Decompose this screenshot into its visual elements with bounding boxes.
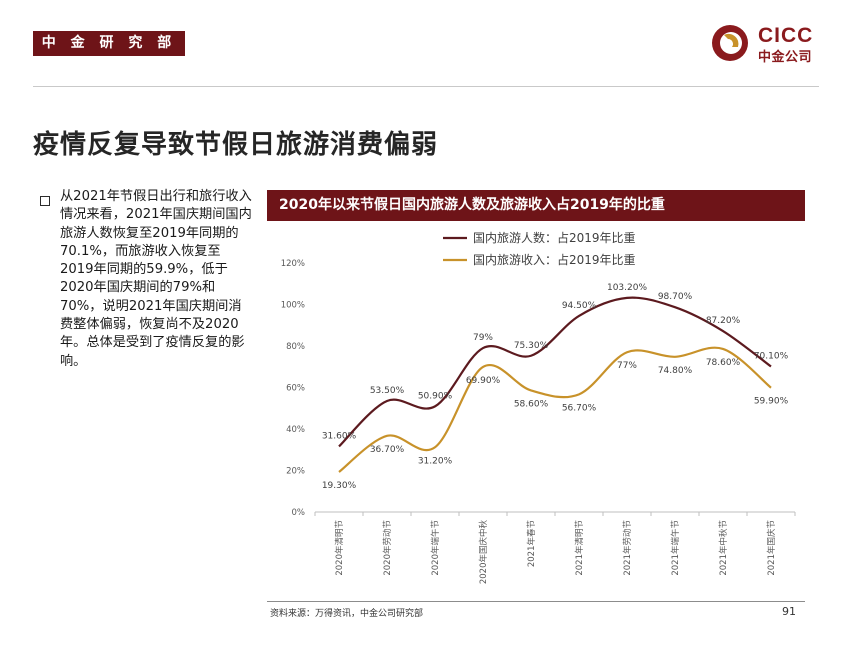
data-label: 70.10% <box>754 352 789 362</box>
logo-text-en: CICC <box>758 24 814 47</box>
page-title: 疫情反复导致节假日旅游消费偏弱 <box>33 130 439 160</box>
data-label: 31.60% <box>322 431 357 441</box>
y-tick-label: 120% <box>281 259 305 269</box>
series-line-revenue <box>338 346 772 473</box>
page-number: 91 <box>782 605 796 618</box>
legend-label: 国内旅游收入：占2019年比重 <box>473 252 636 267</box>
data-label: 69.90% <box>466 376 501 386</box>
y-tick-label: 20% <box>286 467 305 477</box>
data-label: 75.30% <box>514 341 549 351</box>
data-label: 78.60% <box>706 358 741 368</box>
x-category-label: 2020年劳动节 <box>382 520 393 576</box>
cicc-logo-icon <box>712 25 748 61</box>
source-note: 资料来源：万得资讯，中金公司研究部 <box>270 609 424 619</box>
x-category-label: 2020年清明节 <box>334 520 345 576</box>
footer-divider <box>267 601 805 602</box>
department-tag: 中 金 研 究 部 <box>33 31 185 56</box>
data-label: 98.70% <box>658 292 693 302</box>
x-category-label: 2021年劳动节 <box>622 520 633 576</box>
data-label: 31.20% <box>418 456 453 466</box>
data-label: 94.50% <box>562 301 597 311</box>
legend-label: 国内旅游人数：占2019年比重 <box>473 230 636 245</box>
y-tick-label: 100% <box>281 301 305 311</box>
series-line-visitors <box>338 296 772 448</box>
x-category-label: 2021年春节 <box>526 520 537 568</box>
x-category-label: 2021年中秋节 <box>718 520 729 576</box>
data-label: 58.60% <box>514 399 549 409</box>
data-label: 103.20% <box>607 283 647 293</box>
logo-text-cn: 中金公司 <box>758 50 813 65</box>
data-label: 77% <box>617 361 637 371</box>
data-label: 19.30% <box>322 481 357 491</box>
data-label: 74.80% <box>658 366 693 376</box>
bullet-square-icon <box>40 196 50 206</box>
x-category-label: 2021年清明节 <box>574 520 585 576</box>
data-label: 36.70% <box>370 445 405 455</box>
data-label: 87.20% <box>706 316 741 326</box>
header-divider <box>33 86 819 87</box>
y-tick-label: 0% <box>292 508 306 518</box>
x-category-label: 2020年国庆中秋 <box>478 520 489 585</box>
data-label: 53.50% <box>370 386 405 396</box>
x-category-label: 2020年端午节 <box>430 520 441 576</box>
data-label: 50.90% <box>418 391 453 401</box>
data-label: 56.70% <box>562 403 597 413</box>
bullet-paragraph: 从2021年节假日出行和旅行收入情况来看，2021年国庆期间国内旅游人数恢复至2… <box>60 189 252 369</box>
cicc-logo: CICC 中金公司 <box>706 22 824 66</box>
x-category-label: 2021年国庆节 <box>766 520 777 576</box>
y-tick-label: 60% <box>286 384 305 394</box>
y-tick-label: 80% <box>286 342 305 352</box>
chart-title: 2020年以来节假日国内旅游人数及旅游收入占2019年的比重 <box>267 190 805 221</box>
data-label: 59.90% <box>754 397 789 407</box>
y-tick-label: 40% <box>286 425 305 435</box>
line-chart: 0% 20% 40% 60% 80% 100% 120% 2020年清明节 2020年劳动节 20… <box>281 230 796 585</box>
data-label: 79% <box>473 333 493 343</box>
x-category-label: 2021年端午节 <box>670 520 681 576</box>
